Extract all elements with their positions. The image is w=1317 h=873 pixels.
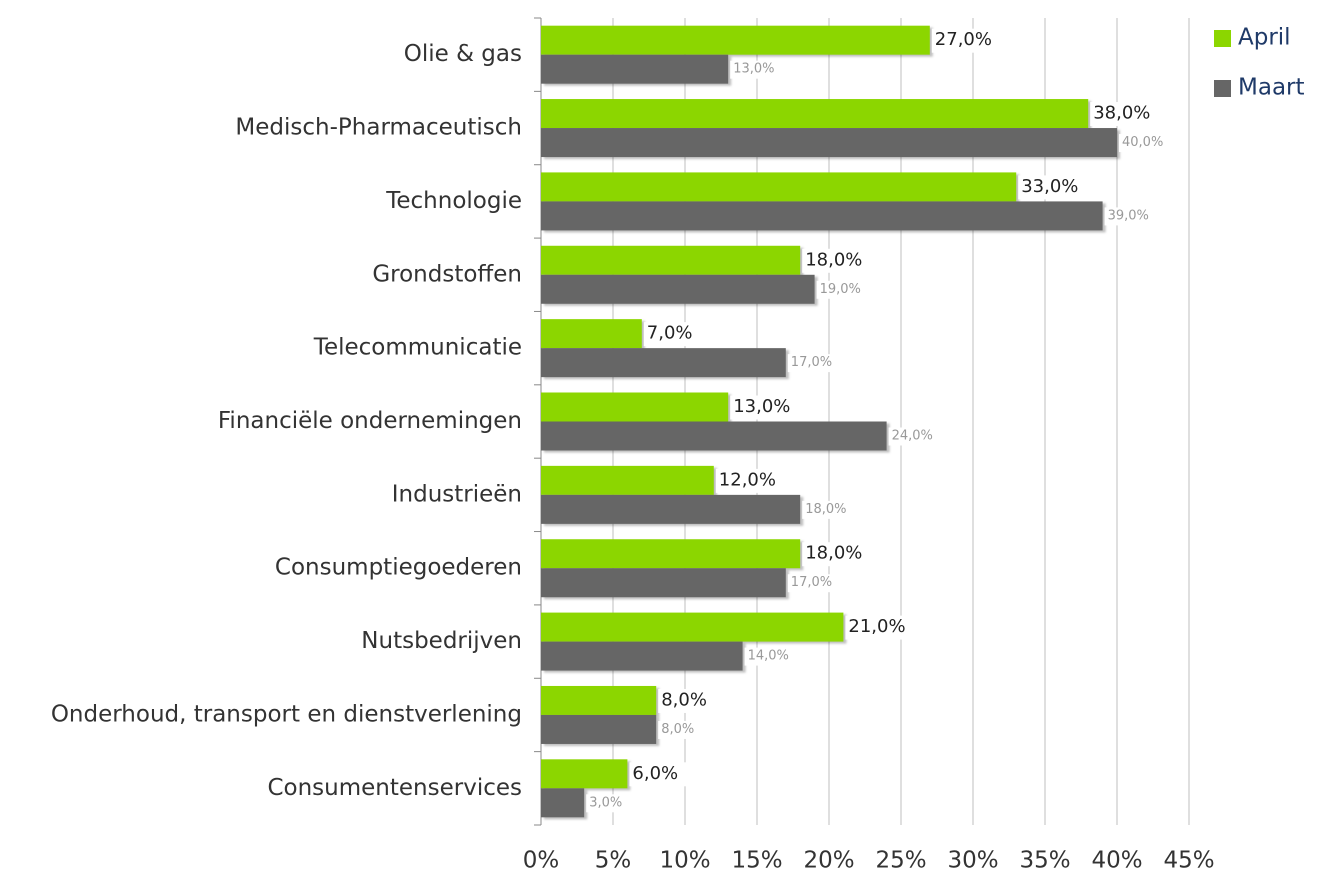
label-bg <box>730 395 795 420</box>
x-tick-label: 25% <box>875 848 926 873</box>
bar <box>541 245 801 275</box>
data-label: 13,0% <box>733 62 774 77</box>
bar <box>541 54 729 84</box>
data-label: 18,0% <box>805 543 862 564</box>
bar <box>541 759 628 789</box>
label-bg <box>586 794 637 813</box>
data-label: 40,0% <box>1122 135 1163 150</box>
data-label: 39,0% <box>1108 208 1149 223</box>
label-bg <box>802 500 853 519</box>
bar <box>541 392 729 422</box>
bar <box>541 539 801 569</box>
bar <box>541 128 1117 158</box>
bar <box>541 348 786 378</box>
data-label: 6,0% <box>632 763 678 784</box>
label-bg <box>888 427 939 446</box>
label-bg <box>744 647 795 666</box>
data-label: 33,0% <box>1021 176 1078 197</box>
label-bg <box>802 542 867 567</box>
x-tick-label: 10% <box>659 848 710 873</box>
data-label: 14,0% <box>748 649 789 664</box>
bar <box>541 788 585 818</box>
bar <box>541 201 1103 231</box>
bar <box>541 494 801 524</box>
data-label: 17,0% <box>791 355 832 370</box>
data-label: 27,0% <box>935 29 992 50</box>
label-bg <box>787 574 838 593</box>
label-bg <box>816 280 867 299</box>
bar <box>541 465 714 495</box>
x-tick-label: 35% <box>1019 848 1070 873</box>
label-bg <box>1119 134 1169 153</box>
category-label: Medisch-Pharmaceutisch <box>235 115 522 141</box>
label-bg <box>931 28 996 53</box>
bar <box>541 714 657 744</box>
data-label: 17,0% <box>791 575 832 590</box>
bar <box>541 172 1017 202</box>
legend-swatch <box>1214 30 1231 47</box>
category-label: Consumentenservices <box>267 775 522 801</box>
x-tick-label: 40% <box>1091 848 1142 873</box>
category-label: Nutsbedrijven <box>361 628 522 654</box>
data-label: 21,0% <box>848 616 905 637</box>
data-label: 19,0% <box>820 282 861 297</box>
category-label: Industrieën <box>392 481 522 507</box>
category-label: Grondstoffen <box>372 261 522 287</box>
category-label: Telecommunicatie <box>313 335 522 361</box>
bar <box>541 274 815 304</box>
label-bg <box>1018 175 1083 200</box>
label-bg <box>629 762 694 787</box>
label-bg <box>802 248 867 273</box>
label-bg <box>658 720 709 739</box>
label-bg <box>787 354 838 373</box>
label-bg <box>1090 102 1155 127</box>
bar <box>541 25 930 55</box>
data-label: 13,0% <box>733 396 790 417</box>
bar <box>541 612 844 642</box>
x-tick-label: 0% <box>523 848 560 873</box>
x-tick-label: 20% <box>803 848 854 873</box>
legend-label: April <box>1238 25 1291 51</box>
label-bg <box>658 688 723 713</box>
category-label: Consumptiegoederen <box>275 555 522 581</box>
legend-swatch <box>1214 80 1231 97</box>
data-label: 18,0% <box>805 249 862 270</box>
x-tick-label: 45% <box>1163 848 1214 873</box>
bar <box>541 319 642 349</box>
label-bg <box>730 60 781 79</box>
category-label: Olie & gas <box>404 41 522 67</box>
bar <box>541 641 743 671</box>
bar <box>541 99 1089 129</box>
bar <box>541 568 786 598</box>
data-label: 12,0% <box>719 469 776 490</box>
data-label: 8,0% <box>661 689 707 710</box>
data-label: 7,0% <box>647 323 693 344</box>
legend-label: Maart <box>1238 75 1305 101</box>
label-bg <box>1104 207 1155 226</box>
category-label: Financiële ondernemingen <box>218 408 522 434</box>
label-bg <box>715 468 780 493</box>
category-label: Onderhoud, transport en dienstverlening <box>51 701 522 727</box>
data-label: 38,0% <box>1093 103 1150 124</box>
bar <box>541 685 657 715</box>
label-bg <box>845 615 910 640</box>
x-tick-label: 30% <box>947 848 998 873</box>
x-tick-label: 15% <box>731 848 782 873</box>
data-label: 3,0% <box>589 795 622 810</box>
data-label: 18,0% <box>805 502 846 517</box>
data-label: 8,0% <box>661 722 694 737</box>
x-tick-label: 5% <box>595 848 632 873</box>
bar <box>541 421 887 451</box>
label-bg <box>643 322 708 347</box>
category-label: Technologie <box>385 188 522 214</box>
data-label: 24,0% <box>892 429 933 444</box>
